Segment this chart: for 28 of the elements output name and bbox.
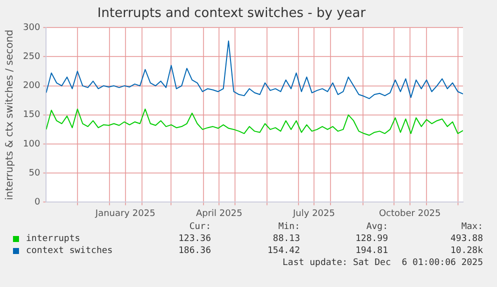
y-tick-label: 200	[22, 81, 40, 92]
text: 154.42	[267, 246, 300, 256]
x-tick-label: October 2025	[378, 208, 441, 219]
y-tick-label: 300	[22, 22, 40, 33]
text: 10.28k	[450, 246, 483, 256]
y-tick-label: 250	[22, 52, 40, 62]
y-axis-title: interrupts & ctx switches / second	[4, 30, 16, 200]
y-tick-label: 50	[28, 168, 40, 178]
x-tick-label: January 2025	[94, 208, 156, 219]
chart-title: Interrupts and context switches - by year	[97, 6, 366, 22]
text: Max:	[461, 222, 483, 232]
text: 128.99	[355, 234, 388, 244]
x-tick-label: April 2025	[196, 208, 242, 219]
legend-label: context switches	[25, 246, 113, 256]
text: 493.88	[450, 234, 483, 244]
y-tick-label: 150	[22, 110, 40, 120]
y-tick-label: 0	[34, 198, 40, 208]
text: 123.36	[178, 234, 211, 244]
text: Last update: Sat Dec 6 01:00:06 2025	[282, 258, 483, 268]
text: Avg:	[366, 222, 388, 232]
text: Min:	[278, 222, 300, 232]
text: 186.36	[178, 246, 211, 256]
text: 88.13	[272, 234, 300, 244]
x-tick-label: July 2025	[292, 208, 335, 219]
y-tick-label: 100	[22, 139, 40, 150]
legend-label: interrupts	[25, 234, 80, 244]
text: 194.81	[355, 246, 388, 256]
text: Cur:	[189, 222, 211, 232]
